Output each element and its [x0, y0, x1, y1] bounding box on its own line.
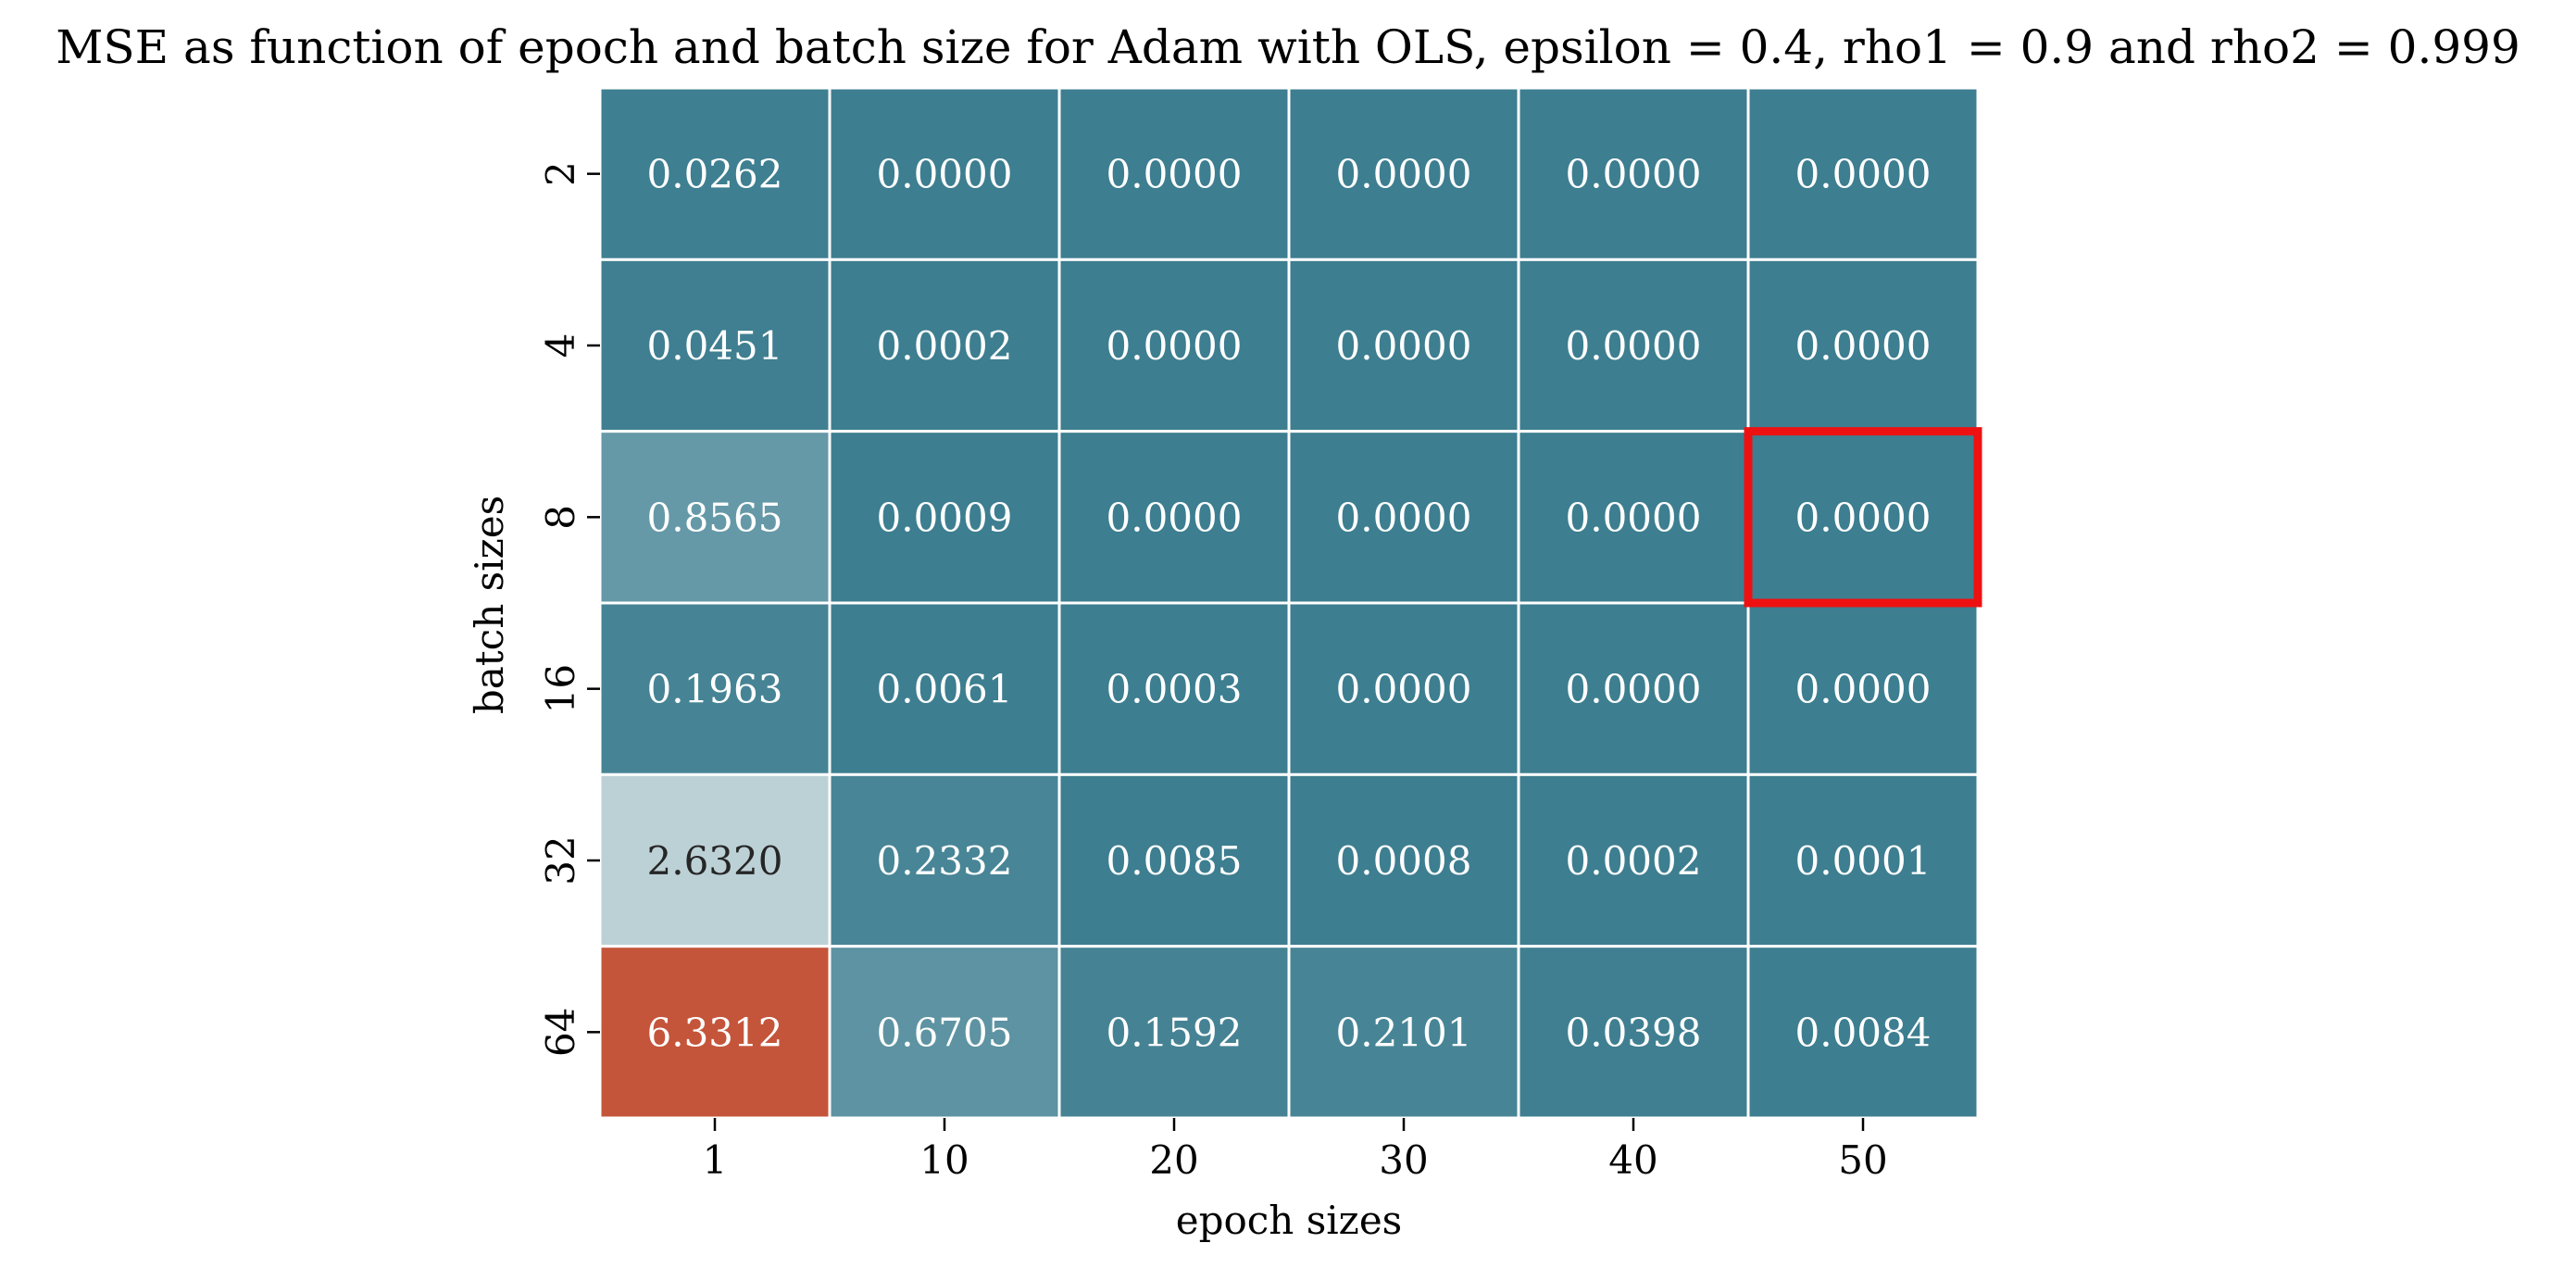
cell-value-label: 0.0003	[1107, 667, 1243, 712]
x-tick-label: 40	[1608, 1137, 1657, 1183]
heatmap-cell	[1746, 601, 1980, 776]
y-tick-label: 16	[538, 664, 583, 713]
x-tick-label: 10	[919, 1137, 969, 1183]
x-tick-label: 1	[703, 1137, 728, 1183]
cell-value-label: 0.0000	[877, 152, 1013, 197]
cell-value-label: 0.0262	[647, 152, 783, 197]
x-tick-label: 30	[1379, 1137, 1428, 1183]
heatmap-cell	[828, 430, 1061, 605]
cell-value-label: 6.3312	[647, 1010, 783, 1055]
heatmap-cell	[1057, 86, 1291, 261]
highlight-box-layer	[1744, 427, 1982, 608]
cell-value-label: 0.0008	[1336, 838, 1472, 884]
heatmap-cell	[1287, 430, 1520, 605]
cell-value-label: 0.8565	[647, 495, 783, 540]
cell-value-label: 0.0000	[1795, 323, 1932, 369]
heatmap-cell	[1287, 86, 1520, 261]
cell-value-label: 0.0084	[1795, 1010, 1932, 1055]
heatmap-cell	[1746, 86, 1980, 261]
x-axis: 1 10 20 30 40 50	[703, 1118, 1888, 1183]
heatmap-cell	[598, 601, 832, 776]
cell-value-label: 0.0085	[1107, 838, 1243, 884]
x-tick-label: 50	[1838, 1137, 1887, 1183]
cell-value-label: 0.0000	[1107, 495, 1243, 540]
heatmap-cell	[1746, 945, 1980, 1120]
cell-value-label: 0.0009	[877, 495, 1013, 540]
cell-value-label: 0.0000	[1795, 152, 1932, 197]
cell-value-label: 0.2332	[877, 838, 1013, 884]
cell-value-label: 0.0000	[1795, 667, 1932, 712]
heatmap-cell	[1057, 601, 1291, 776]
cell-value-label: 0.0000	[1107, 152, 1243, 197]
heatmap-cell	[1517, 772, 1750, 948]
heatmap-cell	[1746, 772, 1980, 948]
cell-value-label: 2.6320	[647, 838, 783, 884]
heatmap-cell	[1746, 257, 1980, 433]
x-tick-label: 20	[1149, 1137, 1198, 1183]
heatmap-cell	[598, 772, 832, 948]
heatmap-cell	[598, 945, 832, 1120]
x-axis-label: epoch sizes	[1176, 1198, 1402, 1243]
cell-value-label: 0.0061	[877, 667, 1013, 712]
cell-value-label: 0.0000	[1566, 667, 1702, 712]
y-tick-label: 32	[538, 835, 583, 885]
heatmap-cell	[828, 601, 1061, 776]
cell-value-label: 0.0451	[647, 323, 783, 369]
heatmap-cell	[1287, 601, 1520, 776]
heatmap-cell	[598, 86, 832, 261]
cell-value-label: 0.0000	[1336, 152, 1472, 197]
heatmap-cell-labels: 0.0262 0.0000 0.0000 0.0000 0.0000 0.0000 0.04…	[647, 152, 1932, 1056]
y-axis: 2 4 8 16 32 64	[538, 161, 600, 1057]
y-tick-label: 8	[538, 505, 583, 530]
cell-value-label: 0.0398	[1566, 1010, 1702, 1055]
y-tick-label: 4	[538, 333, 583, 358]
cell-value-label: 0.0001	[1795, 838, 1932, 884]
cell-value-label: 0.0000	[1566, 495, 1702, 540]
cell-value-label: 0.0000	[1336, 495, 1472, 540]
cell-value-label: 0.0000	[1795, 495, 1932, 540]
heatmap-cells	[598, 86, 1980, 1120]
cell-value-label: 0.2101	[1336, 1010, 1472, 1055]
cell-value-label: 0.0000	[1336, 323, 1472, 369]
cell-value-label: 0.1963	[647, 667, 783, 712]
cell-value-label: 0.0000	[1566, 152, 1702, 197]
cell-value-label: 0.0000	[1566, 323, 1702, 369]
heatmap-cell	[1287, 772, 1520, 948]
cell-value-label: 0.6705	[877, 1010, 1013, 1055]
highlight-box	[1744, 427, 1982, 608]
heatmap-cell	[828, 257, 1061, 433]
cell-value-label: 0.0000	[1336, 667, 1472, 712]
cell-value-label: 0.0002	[877, 323, 1013, 369]
heatmap-cell	[1517, 430, 1750, 605]
y-tick-label: 2	[538, 161, 583, 186]
y-axis-label: batch sizes	[467, 496, 512, 714]
heatmap-cell	[828, 86, 1061, 261]
heatmap-cell	[1517, 601, 1750, 776]
cell-value-label: 0.0002	[1566, 838, 1702, 884]
heatmap-cell	[1057, 772, 1291, 948]
y-tick-label: 64	[538, 1008, 583, 1057]
cell-value-label: 0.1592	[1107, 1010, 1243, 1055]
heatmap-cell	[1287, 257, 1520, 433]
heatmap-cell	[1517, 945, 1750, 1120]
chart-title: MSE as function of epoch and batch size …	[56, 20, 2520, 74]
cell-value-label: 0.0000	[1107, 323, 1243, 369]
